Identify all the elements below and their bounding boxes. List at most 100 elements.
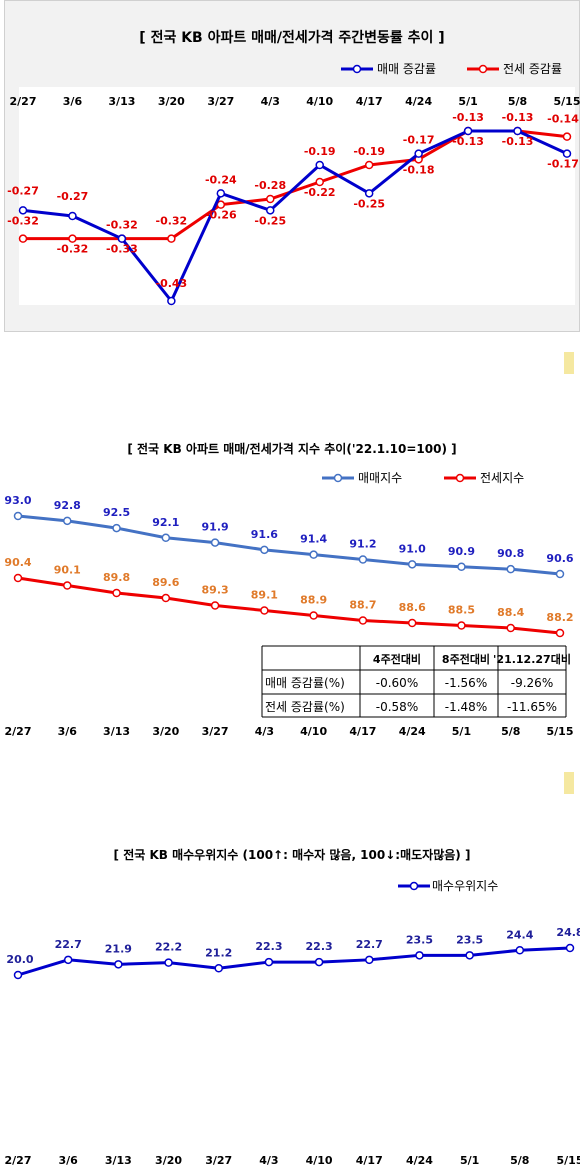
chart1-point — [18, 234, 28, 243]
chart3-point — [415, 951, 424, 960]
chart1-data-label: -0.13 — [452, 111, 484, 124]
chart3-data-label: 22.7 — [55, 938, 82, 951]
chart2-point — [63, 516, 72, 526]
chart1-x-tick: 3/13 — [108, 95, 135, 108]
chart2-x-tick: 4/24 — [399, 725, 426, 738]
scroll-marker-1 — [564, 352, 574, 374]
chart2-data-label: 88.9 — [300, 594, 327, 607]
chart2-data-label: 88.7 — [349, 599, 376, 612]
chart2-series-line — [17, 576, 561, 635]
chart3-x-tick: 3/20 — [155, 1154, 182, 1167]
chart3-point — [63, 955, 73, 965]
chart1-point — [167, 296, 176, 306]
chart1-data-label: -0.17 — [547, 158, 579, 171]
chart2-data-label: 90.8 — [497, 547, 524, 560]
chart2-table-header: 4주전대비 — [373, 652, 421, 666]
chart1-x-tick: 2/27 — [10, 95, 37, 108]
chart2-data-label: 91.0 — [399, 542, 426, 555]
chart1-legend-marker — [352, 64, 362, 74]
chart3-point — [465, 951, 474, 960]
chart1-x-tick: 5/1 — [458, 95, 477, 108]
chart3-point — [515, 946, 525, 955]
chart3-data-label: 21.2 — [205, 946, 232, 959]
chart1-data-label: -0.17 — [403, 134, 435, 147]
chart3-point — [264, 957, 274, 967]
chart2-data-label: 89.1 — [251, 589, 278, 602]
buyer-dominance-panel: [ 전국 KB 매수우위지수 (100↑: 매수자 많음, 100↓:매도자많음… — [4, 830, 580, 1176]
chart1-data-label: -0.24 — [205, 173, 237, 186]
chart1-legend-label: 매매 증감률 — [377, 62, 436, 76]
chart1-x-tick: 3/27 — [207, 95, 234, 108]
chart2-x-tick: 3/27 — [202, 725, 229, 738]
chart3-data-label: 22.7 — [356, 938, 383, 951]
chart1-data-label: -0.13 — [502, 111, 534, 124]
chart3-x-tick: 5/8 — [510, 1154, 529, 1167]
chart2-point — [309, 611, 318, 620]
chart1-series-line — [23, 129, 568, 241]
chart3-x-tick: 4/24 — [406, 1154, 433, 1167]
chart3-legend-marker — [409, 881, 419, 891]
chart2-data-label: 90.6 — [546, 552, 573, 565]
chart3-x-tick: 4/17 — [356, 1154, 383, 1167]
chart3-data-label: 20.0 — [6, 953, 33, 966]
chart2-x-tick: 2/27 — [5, 725, 32, 738]
chart2-point — [13, 573, 23, 583]
chart3-series-line — [17, 946, 571, 977]
chart1-legend-marker — [478, 64, 488, 74]
chart1-x-tick: 3/6 — [63, 95, 83, 108]
chart1-point — [414, 149, 423, 158]
chart2-legend-label: 매매지수 — [358, 471, 402, 485]
chart1-point — [364, 189, 374, 198]
chart2-data-label: 92.5 — [103, 506, 130, 519]
chart1-point — [266, 206, 275, 215]
chart2-data-label: 89.8 — [103, 571, 130, 584]
chart2-x-tick: 5/15 — [547, 725, 574, 738]
weekly-change-panel: [ 전국 KB 아파트 매매/전세가격 주간변동률 추이 ] 2/27 3/6 3/… — [4, 0, 580, 332]
chart2-x-tick: 5/1 — [452, 725, 471, 738]
chart2-point — [260, 545, 269, 555]
chart1-point — [562, 149, 572, 158]
chart3-x-tick: 2/27 — [5, 1154, 32, 1167]
chart1-data-label: -0.32 — [156, 215, 188, 228]
chart3-x-tick: 3/13 — [105, 1154, 132, 1167]
chart2-point — [407, 618, 417, 628]
chart1-data-label: -0.19 — [353, 145, 385, 158]
chart3-data-label: 24.4 — [506, 928, 533, 941]
chart1-data-label: -0.32 — [7, 215, 39, 228]
chart1-data-label: -0.19 — [304, 145, 336, 158]
chart2-point — [457, 562, 466, 571]
chart2-data-label: 91.4 — [300, 533, 327, 546]
chart3-data-label: 24.8 — [556, 926, 580, 939]
chart1-point — [68, 211, 77, 221]
chart2-legend-label: 전세지수 — [480, 471, 524, 485]
chart3-x-tick: 4/10 — [306, 1154, 333, 1167]
chart3-data-label: 22.3 — [255, 940, 282, 953]
chart1-x-tick: 4/17 — [356, 95, 383, 108]
chart2-x-tick: 5/8 — [501, 725, 520, 738]
chart1-point — [315, 160, 324, 170]
chart1-legend-label: 전세 증감률 — [503, 62, 562, 76]
chart2-data-label: 90.9 — [448, 545, 475, 558]
chart2-point — [506, 564, 515, 574]
chart1-data-label: -0.18 — [403, 163, 435, 176]
chart2-data-label: 92.8 — [54, 499, 81, 512]
chart2-table-cell: 전세 증감률(%) — [265, 700, 345, 714]
chart2-legend-marker — [455, 473, 465, 483]
chart2-data-label: 93.0 — [4, 494, 31, 507]
chart2-data-label: 89.6 — [152, 576, 179, 589]
chart1-point — [18, 206, 28, 215]
chart1-data-label: -0.27 — [57, 190, 89, 203]
price-index-panel: [ 전국 KB 아파트 매매/전세가격 지수 추이('22.1.10=100) … — [4, 422, 580, 744]
chart2-data-label: 88.4 — [497, 606, 524, 619]
chart3-data-label: 23.5 — [456, 933, 483, 946]
chart1-point — [266, 194, 275, 204]
chart1-title: [ 전국 KB 아파트 매매/전세가격 주간변동률 추이 ] — [139, 30, 445, 46]
chart2-table-cell: -0.58% — [376, 700, 418, 714]
chart2-table-header: '21.12.27대비 — [493, 652, 571, 666]
chart1-x-tick: 4/3 — [261, 95, 280, 108]
chart2-point — [112, 523, 121, 533]
chart2-data-label: 91.9 — [202, 521, 229, 534]
chart1-x-tick: 5/8 — [508, 95, 527, 108]
chart1-point — [216, 189, 226, 198]
chart2-point — [555, 569, 565, 579]
